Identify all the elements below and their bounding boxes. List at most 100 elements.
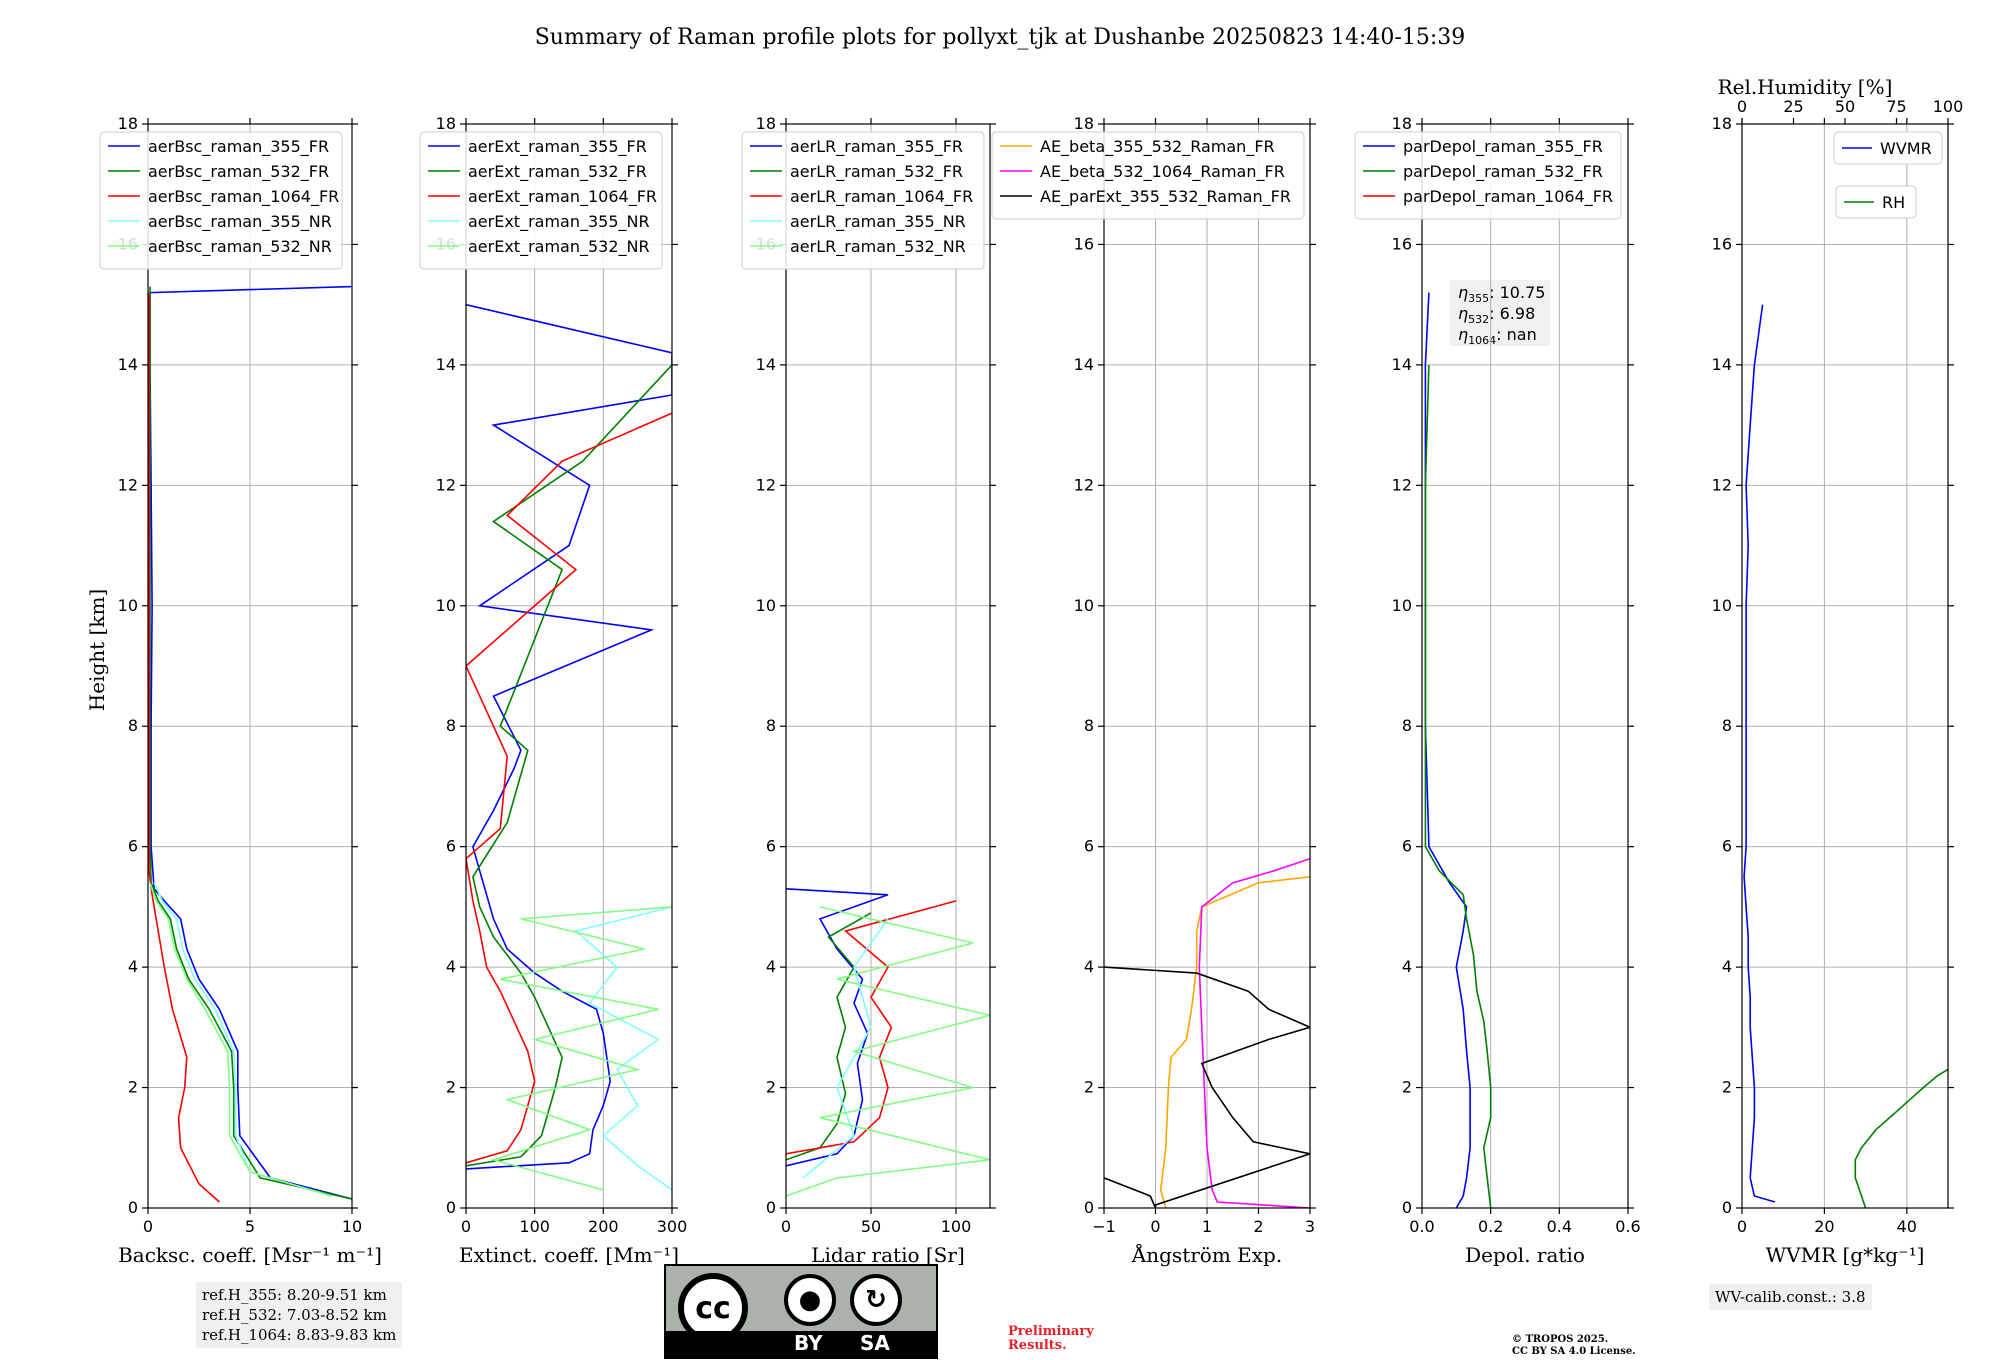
y-tick-label: 6 — [128, 837, 138, 856]
y-tick-label: 2 — [1084, 1078, 1094, 1097]
y-tick-label: 8 — [766, 716, 776, 735]
y-tick-label: 4 — [1084, 957, 1094, 976]
legend-frame — [991, 131, 1305, 220]
legend-frame — [99, 131, 343, 270]
sa-label: SA — [860, 1331, 890, 1355]
x-tick-label: 0 — [781, 1217, 791, 1236]
sa-share-icon: ↻ — [850, 1274, 902, 1326]
series-line — [802, 918, 889, 1179]
y-tick-label: 4 — [446, 957, 456, 976]
panel-lr: 024681012141618050100Lidar ratio [Sr]aer… — [741, 114, 996, 1267]
y-tick-label: 8 — [1402, 716, 1412, 735]
series-line — [153, 882, 332, 1197]
legend: AE_beta_355_532_Raman_FR AE_beta_532_1064… — [991, 131, 1305, 220]
x-tick-label: 0.0 — [1409, 1217, 1434, 1236]
panel-ext: 0246810121416180100200300Extinct. coeff.… — [419, 114, 687, 1267]
axes-frame — [465, 123, 673, 1209]
y-tick-label: 2 — [766, 1078, 776, 1097]
legend: WVMR RH — [1833, 131, 1943, 219]
legend-label: aerLR_raman_355_FR — [790, 137, 963, 157]
series-line — [149, 882, 332, 1197]
axes-frame — [1421, 123, 1629, 1209]
series-line — [1104, 966, 1310, 1208]
x-axis-label: Ångström Exp. — [1131, 1242, 1282, 1267]
x-tick-label: 0.2 — [1478, 1217, 1503, 1236]
ref-h-1064: ref.H_1064: 8.83-9.83 km — [202, 1326, 397, 1344]
panel-bsc: 0246810121416180510Backsc. coeff. [Msr⁻¹… — [99, 114, 382, 1267]
x-tick-label: −1 — [1092, 1217, 1116, 1236]
legend-label: aerLR_raman_1064_FR — [790, 187, 973, 207]
y-tick-label: 14 — [756, 355, 776, 374]
series-line — [148, 292, 220, 1203]
legend-label: aerLR_raman_532_FR — [790, 162, 963, 182]
x-tick-label: 40 — [1897, 1217, 1917, 1236]
y-tick-label: 12 — [118, 475, 138, 494]
y-tick-label: 10 — [1712, 596, 1732, 615]
y-tick-label: 0 — [1084, 1198, 1094, 1217]
rh-axis-label: Rel.Humidity [%] — [1718, 75, 1893, 99]
x-axis-label: Lidar ratio [Sr] — [811, 1243, 965, 1267]
x-tick-label: 5 — [245, 1217, 255, 1236]
x-tick-label: 0 — [1737, 1217, 1747, 1236]
axes-frame — [785, 123, 991, 1209]
y-tick-label: 16 — [1074, 234, 1094, 253]
x-tick-label: 50 — [861, 1217, 881, 1236]
ref-h-355: ref.H_355: 8.20-9.51 km — [202, 1286, 387, 1304]
x-tick-label: 0.4 — [1547, 1217, 1572, 1236]
copyright-note: © TROPOS 2025. CC BY SA 4.0 License. — [1512, 1334, 1636, 1357]
panel-depol: 0 2 4 6 8 10 12 14 16 18 0.0 0.2 0.4 0.6 Depol. ratio p… — [1354, 114, 1641, 1267]
y-tick-label: 8 — [128, 716, 138, 735]
y-tick-label: 14 — [1712, 355, 1732, 374]
y-tick-label: 10 — [1392, 596, 1412, 615]
legend-label: aerExt_raman_355_NR — [468, 212, 650, 232]
legend-label: WVMR — [1880, 139, 1932, 158]
series-line — [466, 364, 672, 1167]
series-line — [466, 303, 672, 1170]
legend-label: parDepol_raman_532_FR — [1403, 162, 1603, 182]
y-tick-label: 2 — [446, 1078, 456, 1097]
legend-label: parDepol_raman_355_FR — [1403, 137, 1603, 157]
legend-label: aerExt_raman_355_FR — [468, 137, 647, 157]
legend-frame — [1835, 185, 1917, 219]
series-line — [1159, 876, 1310, 1208]
series-line — [1198, 857, 1310, 1208]
axes-frame — [1741, 123, 1949, 1209]
y-tick-label: 10 — [436, 596, 456, 615]
y-tick-label: 10 — [118, 596, 138, 615]
ref-h-532: ref.H_532: 7.03-8.52 km — [202, 1306, 387, 1324]
legend-frame — [741, 131, 985, 270]
wv-calib-box: WV-calib.const.: 3.8 — [1709, 1284, 1872, 1310]
series-line — [574, 906, 672, 1191]
y-tick-label: 18 — [1074, 114, 1094, 133]
series-line — [1854, 1068, 1948, 1208]
y-tick-label: 16 — [1392, 234, 1412, 253]
x-tick-label: 3 — [1305, 1217, 1315, 1236]
eta-355: η355: 10.75 — [1458, 283, 1545, 305]
reference-height-box: ref.H_355: 8.20-9.51 km ref.H_532: 7.03-… — [196, 1282, 403, 1348]
x-axis-label: WVMR [g*kg⁻¹] — [1766, 1243, 1925, 1267]
y-axis-label: Height [km] — [85, 589, 109, 711]
figure-title: Summary of Raman profile plots for polly… — [535, 25, 1466, 50]
eta-532: η532: 6.98 — [1458, 304, 1535, 326]
legend-label: aerBsc_raman_1064_FR — [148, 187, 339, 207]
y-tick-label: 18 — [436, 114, 456, 133]
legend: parDepol_raman_355_FR parDepol_raman_532_… — [1354, 131, 1622, 220]
legend-label: aerLR_raman_355_NR — [790, 212, 966, 232]
x-tick-label: 0 — [143, 1217, 153, 1236]
legend-label: AE_beta_355_532_Raman_FR — [1040, 137, 1275, 157]
panel-wv: 0 2 4 6 8 10 12 14 16 18 0 20 40 0 25 50 75 100 WVMR [g*kg… — [1712, 97, 1964, 1267]
series-line — [1424, 292, 1471, 1208]
legend-label: parDepol_raman_1064_FR — [1403, 187, 1613, 207]
x2-tick-label: 75 — [1886, 97, 1906, 116]
x2-tick-label: 0 — [1737, 97, 1747, 116]
y-tick-label: 2 — [1722, 1078, 1732, 1097]
y-tick-label: 0 — [1402, 1198, 1412, 1217]
y-tick-label: 12 — [1392, 475, 1412, 494]
y-tick-label: 6 — [1084, 837, 1094, 856]
x-tick-label: 20 — [1814, 1217, 1834, 1236]
x-tick-label: 0 — [1150, 1217, 1160, 1236]
y-tick-label: 14 — [1074, 355, 1094, 374]
legend: aerLR_raman_355_FR aerLR_raman_532_FR aerL… — [741, 131, 985, 270]
